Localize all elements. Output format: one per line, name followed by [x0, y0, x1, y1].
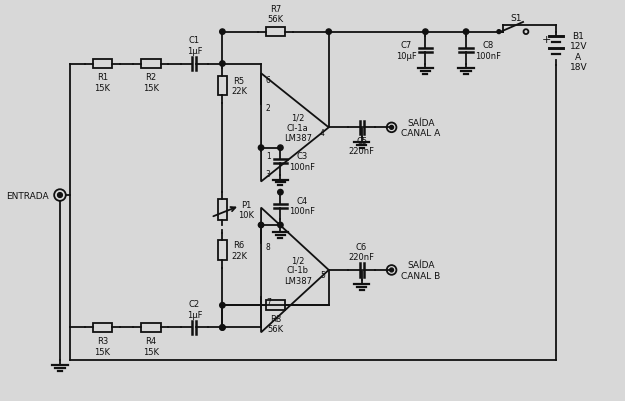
Text: S1: S1	[511, 14, 522, 23]
Circle shape	[278, 146, 283, 151]
Text: R1
15K: R1 15K	[94, 73, 111, 92]
Text: 1/2
CI-1a
LM387: 1/2 CI-1a LM387	[284, 113, 312, 143]
Text: C7
10μF: C7 10μF	[396, 41, 417, 61]
Text: 8: 8	[266, 242, 271, 251]
Circle shape	[219, 325, 225, 330]
Circle shape	[497, 30, 501, 34]
Bar	[141, 60, 161, 69]
Circle shape	[278, 190, 283, 195]
Text: P1
10K: P1 10K	[238, 200, 254, 220]
Text: ENTRADA: ENTRADA	[6, 191, 48, 200]
Text: C2
1μF: C2 1μF	[187, 300, 202, 319]
Text: C5
220nF: C5 220nF	[349, 137, 374, 156]
Circle shape	[258, 146, 264, 151]
Circle shape	[389, 126, 394, 130]
Circle shape	[463, 30, 469, 35]
Text: C1
1μF: C1 1μF	[187, 36, 202, 56]
Text: B1
12V
A
18V: B1 12V A 18V	[569, 32, 587, 72]
Circle shape	[422, 30, 428, 35]
Text: C6
220nF: C6 220nF	[349, 242, 374, 261]
Bar	[93, 60, 112, 69]
Text: C4
100nF: C4 100nF	[289, 196, 315, 216]
Text: R3
15K: R3 15K	[94, 336, 111, 356]
Circle shape	[219, 303, 225, 308]
Circle shape	[58, 193, 63, 198]
Bar	[266, 28, 285, 37]
Circle shape	[219, 62, 225, 67]
Text: 7: 7	[266, 297, 271, 306]
Text: R2
15K: R2 15K	[143, 73, 159, 92]
Circle shape	[219, 30, 225, 35]
Circle shape	[258, 223, 264, 228]
Circle shape	[278, 223, 283, 228]
Text: 6: 6	[266, 75, 271, 84]
Text: R7
56K: R7 56K	[268, 4, 284, 24]
Bar	[217, 241, 227, 260]
Text: 1: 1	[266, 151, 271, 160]
Text: 4: 4	[320, 128, 325, 137]
Text: 5: 5	[320, 271, 325, 279]
Circle shape	[326, 30, 331, 35]
Text: SAÍDA
CANAL A: SAÍDA CANAL A	[401, 118, 441, 138]
Bar	[217, 77, 227, 96]
Text: SAÍDA
CANAL B: SAÍDA CANAL B	[401, 261, 441, 280]
Text: 2: 2	[266, 103, 271, 113]
Text: R8
56K: R8 56K	[268, 314, 284, 334]
Text: 3: 3	[266, 170, 271, 179]
Bar	[141, 323, 161, 332]
Text: R5
22K: R5 22K	[231, 77, 247, 96]
Bar	[217, 199, 227, 221]
Circle shape	[389, 268, 394, 272]
Bar	[266, 301, 285, 310]
Text: R4
15K: R4 15K	[143, 336, 159, 356]
Text: C8
100nF: C8 100nF	[475, 41, 501, 61]
Bar	[93, 323, 112, 332]
Text: R6
22K: R6 22K	[231, 241, 247, 260]
Text: C3
100nF: C3 100nF	[289, 152, 315, 172]
Text: 1/2
CI-1b
LM387: 1/2 CI-1b LM387	[284, 255, 312, 285]
Circle shape	[219, 325, 225, 330]
Text: +: +	[542, 35, 551, 45]
